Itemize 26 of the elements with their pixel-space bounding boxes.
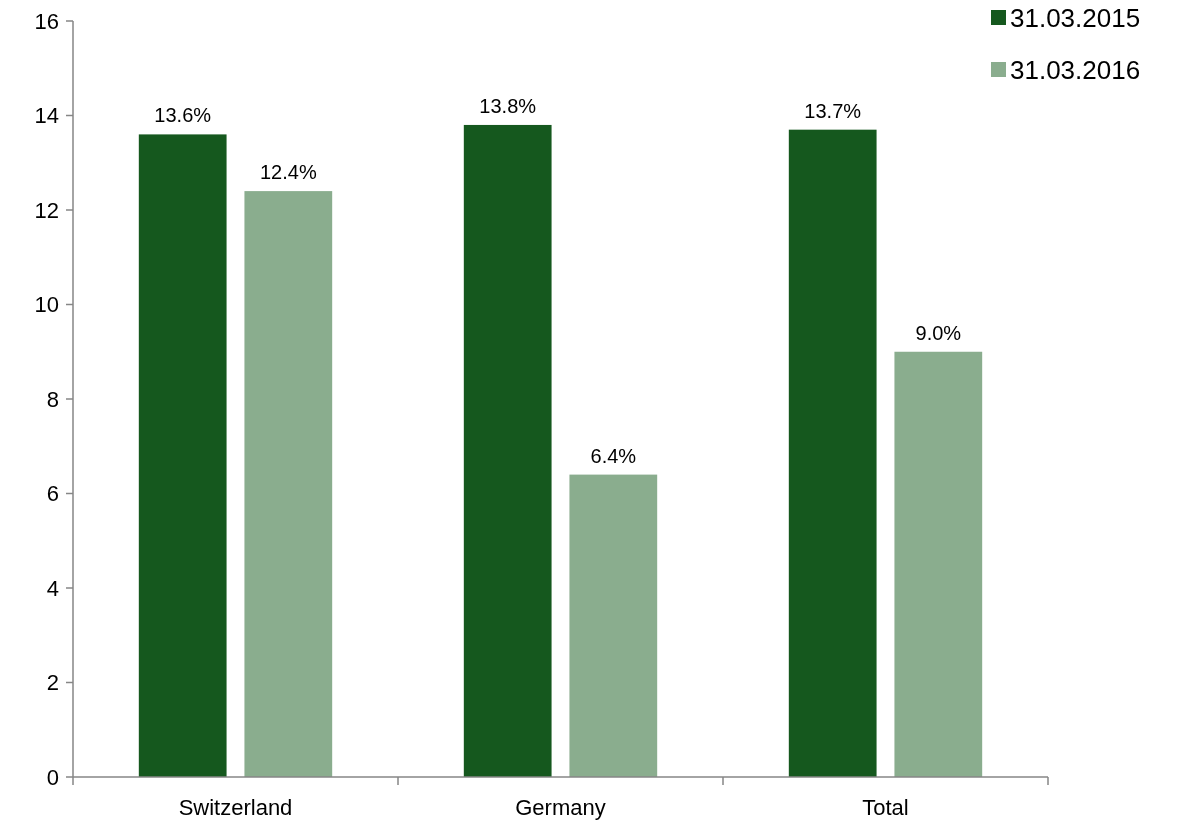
y-tick-label: 2	[46, 670, 59, 696]
data-label: 6.4%	[590, 444, 637, 467]
bar	[894, 351, 983, 777]
x-tick-label: Switzerland	[178, 795, 293, 820]
data-label: 13.7%	[804, 99, 862, 122]
y-tick-label: 8	[46, 386, 59, 412]
bar	[138, 134, 227, 777]
y-tick-label: 0	[46, 764, 59, 790]
y-tick-label: 16	[34, 8, 59, 34]
bar	[569, 474, 658, 777]
y-tick-label: 14	[34, 103, 59, 129]
y-tick-label: 10	[34, 292, 59, 318]
data-label: 12.4%	[259, 161, 317, 184]
x-tick-label: Germany	[515, 795, 606, 820]
data-label: 9.0%	[915, 321, 962, 344]
y-tick-label: 6	[46, 481, 59, 507]
y-tick-label: 4	[46, 575, 59, 601]
bar	[244, 191, 333, 777]
y-tick-label: 12	[34, 197, 59, 223]
legend-label: 31.03.2015	[1010, 3, 1141, 34]
bar	[788, 129, 877, 777]
bar	[463, 124, 552, 777]
x-tick-label: Total	[862, 795, 909, 820]
data-label: 13.8%	[479, 94, 537, 117]
legend-label: 31.03.2016	[1010, 55, 1141, 86]
data-label: 13.6%	[154, 104, 212, 127]
